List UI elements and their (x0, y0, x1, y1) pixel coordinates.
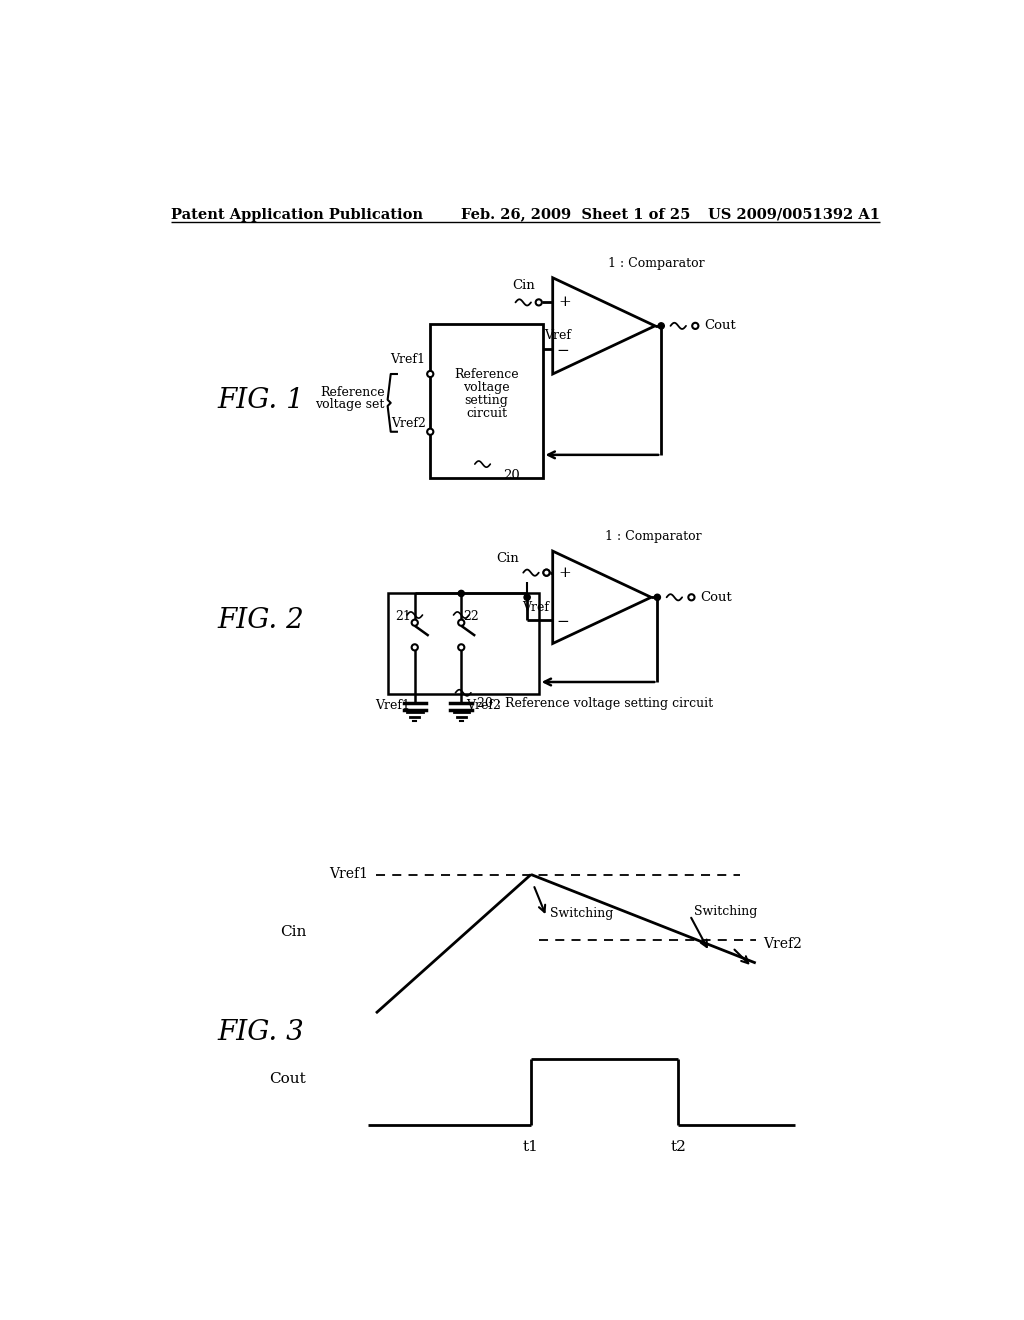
Bar (430, 323, 543, 478)
Text: Feb. 26, 2009  Sheet 1 of 25: Feb. 26, 2009 Sheet 1 of 25 (461, 207, 690, 222)
Text: Cin: Cin (280, 925, 306, 940)
Text: Cout: Cout (703, 319, 735, 333)
Circle shape (458, 619, 464, 626)
Text: 1 : Comparator: 1 : Comparator (604, 531, 701, 544)
Circle shape (688, 594, 694, 601)
Circle shape (536, 300, 542, 305)
Text: Switching: Switching (550, 907, 613, 920)
Text: FIG. 3: FIG. 3 (217, 1019, 304, 1045)
Circle shape (654, 594, 660, 601)
Text: circuit: circuit (466, 407, 507, 420)
Text: Cin: Cin (512, 280, 535, 293)
Bar (388, 594, 539, 693)
Text: Vref2: Vref2 (466, 700, 501, 713)
Text: Cout: Cout (700, 591, 732, 603)
Text: setting: setting (465, 393, 508, 407)
Text: −: − (556, 615, 569, 628)
Circle shape (412, 619, 418, 626)
Text: +: + (558, 566, 570, 579)
Text: 21: 21 (395, 610, 411, 623)
Text: Vref1: Vref1 (375, 700, 410, 713)
Circle shape (658, 323, 665, 329)
Text: +: + (558, 296, 570, 309)
Text: 20 : Reference voltage setting circuit: 20 : Reference voltage setting circuit (477, 697, 714, 710)
Text: Vref: Vref (544, 329, 571, 342)
Circle shape (427, 371, 433, 378)
Text: Vref1: Vref1 (330, 867, 369, 882)
Text: 22: 22 (463, 610, 478, 623)
Text: Cout: Cout (269, 1072, 306, 1085)
Text: Cin: Cin (497, 552, 519, 565)
Text: Vref: Vref (522, 601, 549, 614)
Circle shape (544, 570, 550, 576)
Circle shape (458, 644, 464, 651)
Circle shape (544, 570, 550, 576)
Text: 20: 20 (504, 469, 520, 482)
Text: voltage: voltage (463, 380, 510, 393)
Text: voltage set: voltage set (315, 397, 385, 411)
Text: −: − (556, 345, 569, 358)
Text: t2: t2 (671, 1140, 686, 1154)
Circle shape (458, 590, 464, 597)
Circle shape (412, 644, 418, 651)
Text: Reference: Reference (454, 367, 519, 380)
Text: FIG. 1: FIG. 1 (217, 388, 304, 414)
Text: FIG. 2: FIG. 2 (217, 607, 304, 634)
Circle shape (427, 429, 433, 434)
Text: US 2009/0051392 A1: US 2009/0051392 A1 (708, 207, 880, 222)
Circle shape (692, 323, 698, 329)
Text: Switching: Switching (693, 906, 757, 917)
Circle shape (524, 594, 530, 601)
Text: Vref2: Vref2 (391, 417, 426, 430)
Text: Vref1: Vref1 (390, 354, 426, 367)
Text: Patent Application Publication: Patent Application Publication (171, 207, 423, 222)
Text: t1: t1 (523, 1140, 539, 1154)
Text: 1 : Comparator: 1 : Comparator (608, 257, 706, 271)
Text: Vref2: Vref2 (764, 937, 803, 950)
Text: Reference: Reference (319, 385, 385, 399)
